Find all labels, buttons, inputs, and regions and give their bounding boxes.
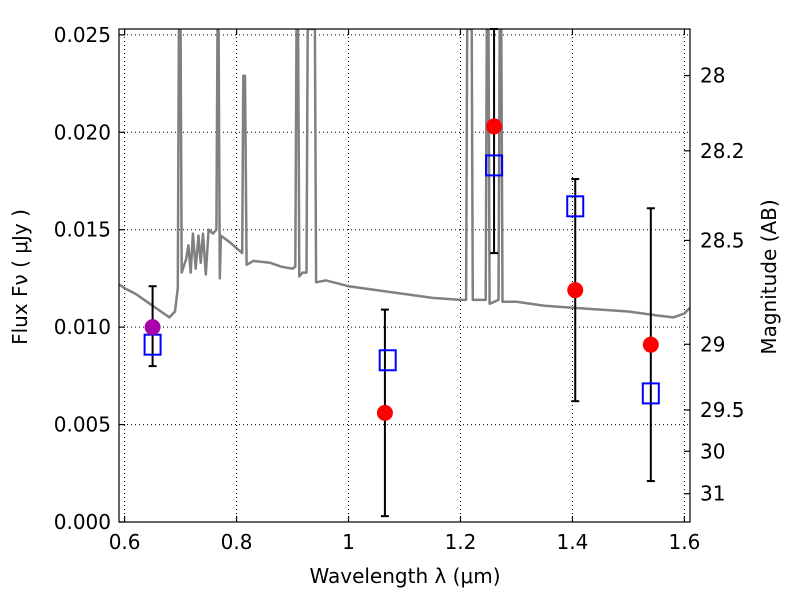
y-tick-label: 0.015 <box>54 218 111 242</box>
y2-tick-label: 28 <box>700 64 725 88</box>
y-tick-label: 0.010 <box>54 315 111 339</box>
x-axis-title: Wavelength λ (μm) <box>309 564 500 588</box>
y-axis-ticks: 0.000 0.005 0.010 0.015 0.020 0.025 <box>54 23 125 534</box>
plot-frame <box>118 28 691 523</box>
x-tick-label: 1.2 <box>445 530 477 554</box>
y-tick-label: 0.020 <box>54 120 111 144</box>
y2-tick-label: 30 <box>700 439 725 463</box>
plot-area <box>119 29 690 319</box>
y2-axis-title: Magnitude (AB) <box>757 199 781 354</box>
y-tick-label: 0.000 <box>54 510 111 534</box>
x-tick-label: 1.4 <box>557 530 589 554</box>
y2-axis-ticks: 28 28.2 28.5 29 29.5 30 31 <box>684 64 745 506</box>
y2-tick-label: 29.5 <box>700 398 745 422</box>
observed-point <box>376 404 393 421</box>
x-tick-label: 1 <box>342 530 355 554</box>
y2-tick-label: 31 <box>700 482 725 506</box>
observed-point <box>642 336 659 353</box>
observed-point <box>486 118 503 135</box>
observed-point <box>144 319 161 336</box>
model-point <box>641 382 660 405</box>
x-axis-ticks: 0.6 0.8 1 1.2 1.4 1.6 <box>109 29 700 554</box>
model-point <box>378 349 397 372</box>
model-point <box>566 195 585 218</box>
y2-tick-label: 29 <box>700 332 725 356</box>
observed-points <box>144 118 659 421</box>
x-tick-label: 0.6 <box>109 530 141 554</box>
x-tick-label: 1.6 <box>668 530 700 554</box>
spectrum-line <box>119 29 690 319</box>
y2-tick-label: 28.5 <box>700 228 745 252</box>
x-tick-label: 0.8 <box>221 530 253 554</box>
y2-tick-label: 28.2 <box>700 139 745 163</box>
y-axis-title: Flux Fν ( μJy ) <box>8 209 32 345</box>
model-point <box>485 154 504 177</box>
y-tick-label: 0.005 <box>54 413 111 437</box>
observed-point <box>567 282 584 299</box>
y-tick-label: 0.025 <box>54 23 111 47</box>
model-points <box>143 154 660 405</box>
